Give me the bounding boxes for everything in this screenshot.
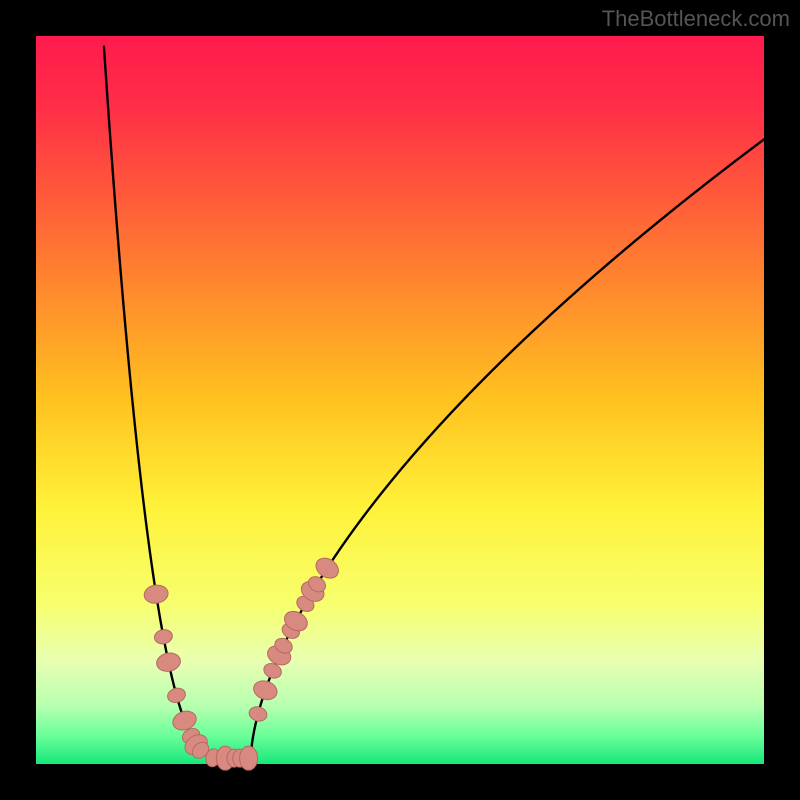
plot-area: [36, 36, 764, 764]
bead: [153, 628, 173, 645]
stage: TheBottleneck.com: [0, 0, 800, 800]
beads-group: [143, 554, 342, 770]
bead: [240, 746, 258, 770]
watermark-text: TheBottleneck.com: [602, 6, 790, 32]
bottleneck-curve: [104, 47, 764, 758]
bead: [143, 583, 169, 604]
bead: [155, 651, 182, 674]
curve-layer: [36, 36, 764, 764]
bead: [248, 705, 269, 723]
bead: [251, 678, 280, 703]
bead: [166, 686, 187, 704]
